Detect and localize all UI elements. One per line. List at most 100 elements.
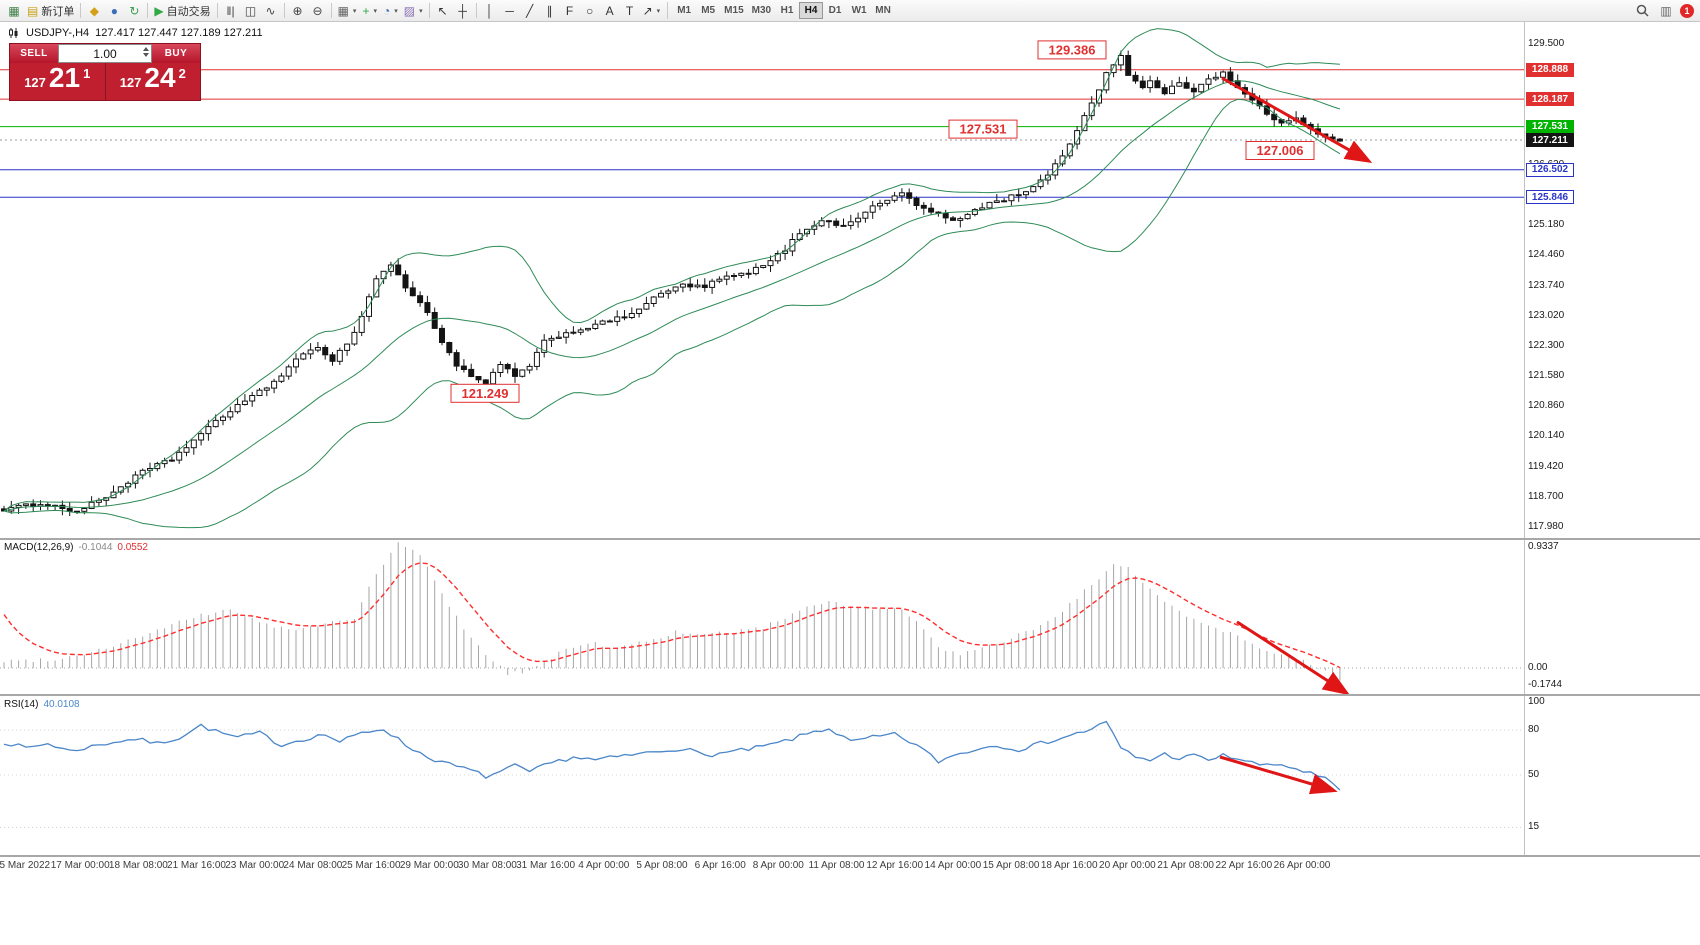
toolbar-separator xyxy=(216,3,218,18)
chart-title: USDJPY-,H4 127.417 127.447 127.189 127.2… xyxy=(8,27,263,39)
new-chart-button[interactable]: ▦ xyxy=(4,2,24,20)
notification-badge[interactable]: 1 xyxy=(1680,3,1694,18)
price-chart[interactable]: 129.386 127.531 127.006 121.249 xyxy=(0,22,1524,540)
time-axis-label: 20 Apr 00:00 xyxy=(1099,860,1156,871)
horizontal-line-button[interactable]: ─ xyxy=(500,2,520,20)
time-axis-label: 5 Apr 08:00 xyxy=(636,860,688,871)
panel-divider-timeaxis xyxy=(0,855,1700,857)
one-click-trading-panel: SELL 1.00 BUY 127 21 1 127 24 2 xyxy=(10,44,200,100)
time-axis-label: 4 Apr 00:00 xyxy=(578,860,630,871)
price-tag-125.846: 125.846 xyxy=(1526,190,1574,205)
toolbar-separator xyxy=(283,3,285,18)
templates-button[interactable]: ▨ ▾ xyxy=(401,2,426,20)
panel-divider-rsi[interactable] xyxy=(0,694,1700,696)
panels-button[interactable]: ▥ xyxy=(1656,2,1676,20)
volume-input[interactable]: 1.00 xyxy=(58,44,152,63)
search-button[interactable] xyxy=(1632,2,1652,20)
arrows-button[interactable]: ↗ ▾ xyxy=(640,2,664,20)
buy-price[interactable]: 127 24 2 xyxy=(104,63,201,100)
time-axis-label: 15 Apr 08:00 xyxy=(982,860,1040,871)
price-axis-label: 122.300 xyxy=(1528,339,1565,351)
toolbar-separator xyxy=(475,3,477,18)
candlestick-type-button[interactable]: ◫ xyxy=(241,2,261,20)
time-axis-label: 31 Mar 16:00 xyxy=(516,860,576,871)
fibonacci-button[interactable]: F xyxy=(560,2,580,20)
macd-axis: 0.9337 0.00 -0.1744 xyxy=(1526,540,1582,694)
timeframe-w1[interactable]: W1 xyxy=(851,5,867,16)
new-order-button-label: 新订单 xyxy=(41,5,75,18)
timeframe-h1[interactable]: H1 xyxy=(780,5,794,16)
time-axis-label: 14 Apr 00:00 xyxy=(924,860,982,871)
chevron-down-icon: ▾ xyxy=(352,7,357,15)
chevron-down-icon: ▾ xyxy=(419,7,423,15)
accounts-icon-icon: ● xyxy=(110,3,118,18)
trendline-button-icon: ╱ xyxy=(525,3,534,18)
timeframe-h4[interactable]: H4 xyxy=(799,2,824,19)
macd-signal-value: 0.0552 xyxy=(117,542,148,553)
spinner-up-icon[interactable] xyxy=(143,47,149,51)
sell-button[interactable]: SELL xyxy=(10,44,58,63)
spinner-down-icon[interactable] xyxy=(143,53,149,57)
macd-main-value: -0.1044 xyxy=(78,542,113,553)
price-tag-126.502: 126.502 xyxy=(1526,162,1574,177)
indicators-button[interactable]: + ▾ xyxy=(359,2,380,20)
periods-button[interactable]: ◔ ▾ xyxy=(380,2,401,20)
price-axis[interactable]: 129.500128.780128.060127.340126.620125.9… xyxy=(1526,22,1582,856)
history-center-icon[interactable]: ◆ xyxy=(84,2,104,20)
bar-chart-type-button[interactable]: ‖| xyxy=(221,2,241,20)
macd-name: MACD(12,26,9) xyxy=(4,542,74,553)
refresh-icon[interactable]: ↻ xyxy=(124,2,144,20)
text-button[interactable]: A xyxy=(600,2,620,20)
channel-button[interactable]: ∥ xyxy=(540,2,560,20)
svg-text:129.386: 129.386 xyxy=(1049,42,1096,57)
timeframe-mn[interactable]: MN xyxy=(875,5,891,16)
time-axis-label: 24 Mar 08:00 xyxy=(283,860,343,871)
candlestick-mini-icon xyxy=(9,28,18,38)
crosshair-button[interactable]: ┼ xyxy=(453,2,473,20)
time-axis-label: 18 Mar 08:00 xyxy=(108,860,168,871)
horizontal-line-button-icon: ─ xyxy=(505,3,514,18)
timeframe-m1[interactable]: M1 xyxy=(677,5,692,16)
volume-spinner[interactable] xyxy=(143,47,149,57)
svg-text:127.531: 127.531 xyxy=(960,122,1007,137)
buy-price-prefix: 127 xyxy=(119,75,142,90)
timeframe-m5[interactable]: M5 xyxy=(701,5,716,16)
rsi-panel[interactable] xyxy=(0,696,1524,854)
macd-axis-label: -0.1744 xyxy=(1528,679,1562,690)
timeframe-m15[interactable]: M15 xyxy=(724,5,744,16)
time-axis-label: 30 Mar 08:00 xyxy=(457,860,517,871)
zoom-out-button[interactable]: ⊖ xyxy=(308,2,328,20)
panel-divider-macd[interactable] xyxy=(0,538,1700,540)
auto-trading-button[interactable]: ▶ 自动交易 xyxy=(151,2,213,20)
rsi-name: RSI(14) xyxy=(4,699,39,710)
time-axis-label: 12 Apr 16:00 xyxy=(866,860,924,871)
trendline-button[interactable]: ╱ xyxy=(520,2,540,20)
tile-windows-button[interactable]: ▦ ▾ xyxy=(335,2,360,20)
cursor-button[interactable]: ↖ xyxy=(433,2,453,20)
new-order-button[interactable]: ▤ 新订单 xyxy=(24,2,77,20)
time-axis-label: 29 Mar 00:00 xyxy=(399,860,459,871)
rsi-axis-label: 15 xyxy=(1528,821,1540,832)
accounts-icon[interactable]: ● xyxy=(104,2,124,20)
price-axis-label: 117.980 xyxy=(1528,521,1564,533)
trend-arrow-main xyxy=(1221,76,1373,164)
new-chart-button-icon: ▦ xyxy=(8,3,20,18)
timeframe-m30[interactable]: M30 xyxy=(751,5,772,16)
sell-price[interactable]: 127 21 1 xyxy=(10,63,105,100)
buy-button[interactable]: BUY xyxy=(152,44,200,63)
rsi-axis-label: 100 xyxy=(1528,696,1545,707)
level-lines xyxy=(0,69,1524,198)
chevron-down-icon: ▾ xyxy=(373,7,377,15)
macd-panel[interactable] xyxy=(0,540,1524,694)
candlestick-type-button-icon: ◫ xyxy=(244,3,257,18)
buy-price-sup: 2 xyxy=(178,66,186,81)
toolbar-groups: ▦ ▤ 新订单 ◆ ● ↻ ▶ 自动交易 ‖| ◫ ∿ ⊕ ⊖ ▦ ▾ + ▾ ◔ ▾ ▨ ▾ ↖ ┼ │ ─ ╱ ∥ F ○ A T ↗ ▾ xyxy=(4,2,663,20)
line-chart-type-button[interactable]: ∿ xyxy=(261,2,281,20)
label-button[interactable]: T xyxy=(620,2,640,20)
toolbar-separator xyxy=(428,3,430,18)
zoom-in-button[interactable]: ⊕ xyxy=(288,2,308,20)
shapes-button[interactable]: ○ xyxy=(580,2,600,20)
vertical-line-button[interactable]: │ xyxy=(480,2,500,20)
timeframe-d1[interactable]: D1 xyxy=(828,5,842,16)
